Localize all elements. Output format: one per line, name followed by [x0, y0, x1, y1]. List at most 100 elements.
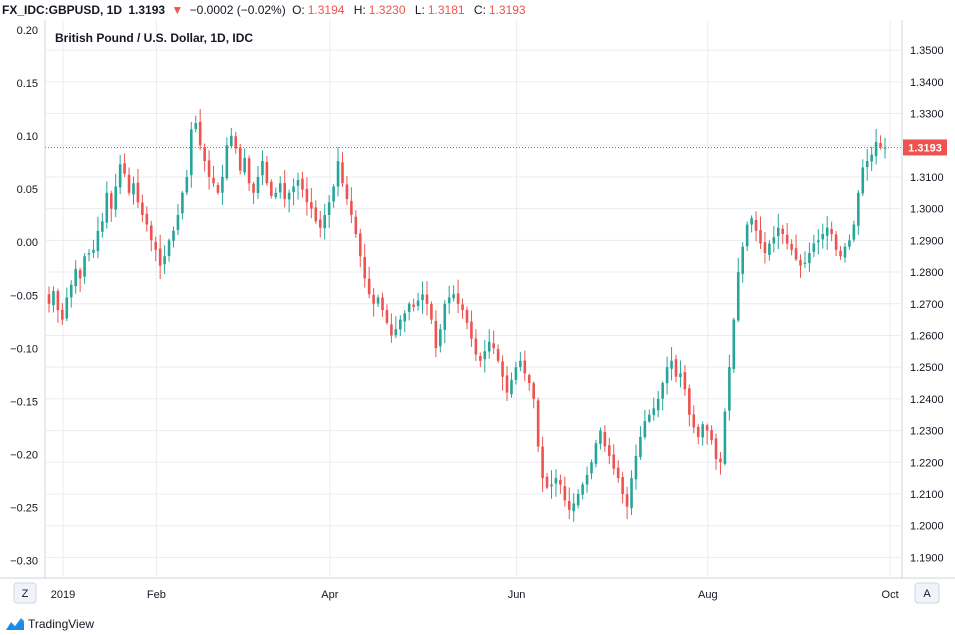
time-axis[interactable]: 2019FebAprJunAugOctNov — [51, 589, 955, 601]
candle-body — [501, 361, 504, 377]
candle-body — [483, 351, 487, 360]
left-tick-label: 0.15 — [17, 78, 38, 90]
candle-body — [643, 421, 647, 438]
candle-body — [238, 147, 242, 171]
candle-body — [514, 367, 518, 380]
candle-body — [599, 430, 602, 444]
candle-body — [616, 467, 620, 479]
candle-body — [736, 272, 740, 321]
candle-body — [465, 309, 469, 323]
candle-body — [719, 458, 722, 463]
left-tick-label: 0.05 — [17, 184, 38, 196]
high-value: 1.3230 — [368, 3, 406, 17]
candle-body — [247, 158, 251, 184]
candle-body — [750, 218, 753, 225]
right-axis[interactable]: 1.35001.34001.33001.32001.31001.30001.29… — [910, 45, 944, 564]
candle-body — [808, 253, 811, 264]
right-tick-label: 1.2600 — [910, 330, 944, 342]
candle-body — [852, 224, 856, 240]
symbol-label[interactable]: FX_IDC:GBPUSD, 1D — [2, 3, 123, 17]
candle-body — [256, 176, 260, 193]
candle-body — [714, 438, 718, 460]
a-button[interactable]: A — [914, 582, 940, 604]
candle-body — [487, 341, 491, 352]
z-button-label: Z — [22, 588, 29, 600]
candle-body — [109, 193, 113, 209]
candle-body — [550, 484, 553, 487]
candle-body — [821, 234, 825, 240]
a-button-label: A — [923, 588, 931, 600]
candle-body — [470, 321, 473, 339]
candle-body — [870, 154, 873, 162]
candle-body — [479, 356, 482, 361]
candle-body — [452, 294, 455, 299]
tradingview-logo-icon[interactable] — [6, 617, 24, 631]
candle-body — [857, 192, 860, 226]
price-chart[interactable]: 0.20 0.15 0.10 0.05 0.00 −0.05 −0.10 −0.15 −0.20… — [0, 20, 955, 610]
candle-body — [261, 161, 264, 176]
candle-body — [879, 143, 882, 148]
candle-body — [345, 184, 349, 200]
candle-body — [123, 163, 126, 174]
candle-body — [189, 129, 193, 176]
candle-body — [701, 424, 704, 438]
candle-body — [381, 297, 384, 311]
left-tick-label: −0.25 — [10, 502, 38, 514]
candle-body — [363, 256, 367, 279]
candle-body — [825, 227, 829, 236]
candle-body — [594, 443, 598, 464]
candle-body — [816, 240, 820, 243]
candle-body — [710, 430, 713, 441]
candle-body — [688, 388, 691, 415]
tradingview-brand[interactable]: TradingView — [28, 617, 95, 631]
candle-body — [830, 229, 833, 235]
price-change: −0.0002 (−0.02%) — [189, 3, 286, 17]
candle-body — [194, 123, 198, 130]
candle-body — [425, 294, 429, 304]
candle-body — [563, 486, 567, 501]
candle-body — [203, 147, 206, 162]
time-tick-label: Apr — [321, 589, 338, 601]
candle-body — [221, 176, 224, 193]
candle-body — [372, 294, 375, 304]
candle-body — [705, 425, 709, 431]
candle-body — [554, 478, 558, 484]
candle-body — [523, 360, 527, 374]
candle-body — [581, 484, 584, 495]
candle-body — [207, 160, 211, 177]
candle-body — [154, 241, 158, 250]
candle-body — [87, 253, 91, 255]
candle-body — [430, 304, 433, 320]
candle-body — [230, 135, 233, 147]
candle-body — [439, 329, 442, 347]
candle-body — [394, 329, 398, 336]
left-tick-label: −0.10 — [10, 343, 38, 355]
candle-body — [105, 192, 109, 223]
candle-body — [185, 176, 189, 193]
time-tick-label: Oct — [882, 589, 899, 601]
candle-body — [96, 230, 100, 252]
candle-body — [278, 183, 282, 193]
candle-body — [621, 477, 624, 494]
left-tick-label: 0.00 — [17, 237, 38, 249]
candle-body — [496, 349, 500, 361]
candle-body — [421, 294, 424, 301]
candle-body — [603, 432, 607, 447]
candle-body — [510, 379, 513, 395]
left-axis[interactable]: 0.20 0.15 0.10 0.05 0.00 −0.05 −0.10 −0.15 −0.20… — [10, 25, 38, 567]
candle-body — [376, 297, 380, 304]
candle-body — [327, 202, 331, 215]
candle-body — [149, 225, 153, 241]
candle-body — [323, 214, 327, 229]
candle-body — [754, 219, 758, 231]
grid — [0, 20, 955, 579]
candle-body — [447, 297, 451, 304]
z-button[interactable]: Z — [13, 582, 37, 604]
candle-body — [358, 233, 362, 257]
candle-body — [114, 186, 118, 210]
open-value: 1.3194 — [307, 3, 345, 17]
left-tick-label: 0.20 — [17, 25, 38, 37]
right-tick-label: 1.2700 — [910, 299, 944, 311]
candle-body — [52, 291, 55, 306]
right-tick-label: 1.2800 — [910, 267, 944, 279]
